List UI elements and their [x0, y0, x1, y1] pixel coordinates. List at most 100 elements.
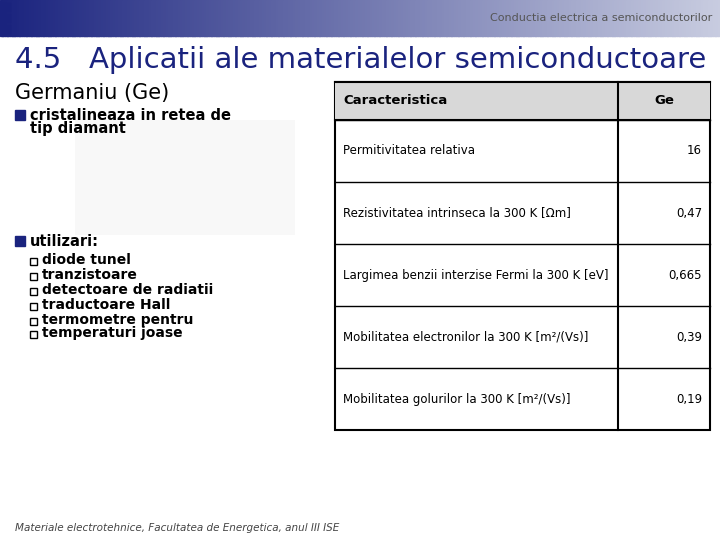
- Bar: [99, 0, 102, 36]
- Bar: [312, 0, 315, 36]
- Bar: [158, 0, 161, 36]
- Bar: [79, 0, 82, 36]
- Bar: [581, 0, 584, 36]
- Bar: [60, 0, 63, 36]
- Bar: [343, 0, 346, 36]
- Bar: [286, 0, 289, 36]
- Bar: [24, 0, 27, 36]
- Bar: [202, 0, 204, 36]
- Bar: [468, 0, 471, 36]
- Bar: [67, 0, 70, 36]
- Bar: [173, 0, 176, 36]
- Text: 0,47: 0,47: [676, 206, 702, 219]
- Text: 0,39: 0,39: [676, 330, 702, 343]
- Bar: [283, 0, 286, 36]
- Bar: [571, 0, 574, 36]
- Bar: [689, 0, 692, 36]
- Bar: [408, 0, 411, 36]
- Bar: [677, 0, 680, 36]
- Bar: [624, 0, 627, 36]
- Bar: [348, 0, 351, 36]
- Text: 0,19: 0,19: [676, 393, 702, 406]
- Bar: [461, 0, 464, 36]
- Bar: [2, 3, 10, 11]
- Bar: [223, 0, 226, 36]
- Bar: [182, 0, 185, 36]
- Bar: [351, 0, 354, 36]
- Bar: [30, 318, 37, 325]
- Bar: [643, 0, 646, 36]
- Text: cristalineaza in retea de: cristalineaza in retea de: [30, 107, 231, 123]
- Bar: [684, 0, 687, 36]
- Bar: [552, 0, 555, 36]
- Bar: [335, 82, 710, 430]
- Bar: [12, 0, 15, 36]
- Bar: [19, 0, 22, 36]
- Bar: [89, 0, 91, 36]
- Bar: [228, 0, 231, 36]
- Bar: [715, 0, 718, 36]
- Bar: [660, 0, 663, 36]
- Bar: [454, 0, 456, 36]
- Bar: [636, 0, 639, 36]
- Text: Germaniu (Ge): Germaniu (Ge): [15, 83, 169, 103]
- Bar: [619, 0, 622, 36]
- Text: traductoare Hall: traductoare Hall: [42, 298, 171, 312]
- Bar: [639, 0, 642, 36]
- Bar: [22, 0, 24, 36]
- Bar: [470, 0, 473, 36]
- Bar: [187, 0, 190, 36]
- Bar: [115, 0, 118, 36]
- Text: 0,665: 0,665: [668, 268, 702, 281]
- Bar: [30, 303, 37, 310]
- Bar: [207, 0, 210, 36]
- Bar: [2, 14, 10, 22]
- Bar: [252, 0, 255, 36]
- Bar: [557, 0, 559, 36]
- Bar: [319, 0, 322, 36]
- Bar: [302, 0, 305, 36]
- Bar: [511, 0, 514, 36]
- Bar: [542, 0, 545, 36]
- Bar: [135, 0, 138, 36]
- Bar: [444, 0, 447, 36]
- Bar: [423, 0, 426, 36]
- Bar: [106, 0, 109, 36]
- Bar: [146, 0, 149, 36]
- Bar: [502, 0, 505, 36]
- Bar: [650, 0, 653, 36]
- Bar: [621, 0, 624, 36]
- Bar: [247, 0, 250, 36]
- Text: termometre pentru: termometre pentru: [42, 313, 194, 327]
- Bar: [475, 0, 478, 36]
- Bar: [48, 0, 51, 36]
- Bar: [338, 0, 341, 36]
- Bar: [233, 0, 235, 36]
- Bar: [257, 0, 260, 36]
- Bar: [77, 0, 80, 36]
- Bar: [446, 0, 449, 36]
- Bar: [214, 0, 217, 36]
- Bar: [0, 0, 3, 36]
- Bar: [430, 0, 433, 36]
- Text: Rezistivitatea intrinseca la 300 K [Ωm]: Rezistivitatea intrinseca la 300 K [Ωm]: [343, 206, 571, 219]
- Bar: [331, 0, 334, 36]
- Bar: [679, 0, 682, 36]
- Bar: [506, 0, 509, 36]
- Bar: [353, 0, 356, 36]
- Bar: [168, 0, 171, 36]
- Bar: [240, 0, 243, 36]
- Bar: [646, 0, 649, 36]
- Bar: [300, 0, 303, 36]
- Bar: [718, 0, 720, 36]
- Bar: [708, 0, 711, 36]
- Bar: [58, 0, 60, 36]
- Bar: [178, 0, 181, 36]
- Bar: [192, 0, 195, 36]
- Bar: [41, 0, 44, 36]
- Bar: [36, 0, 39, 36]
- Bar: [259, 0, 262, 36]
- Bar: [396, 0, 399, 36]
- Bar: [686, 0, 689, 36]
- Bar: [156, 0, 159, 36]
